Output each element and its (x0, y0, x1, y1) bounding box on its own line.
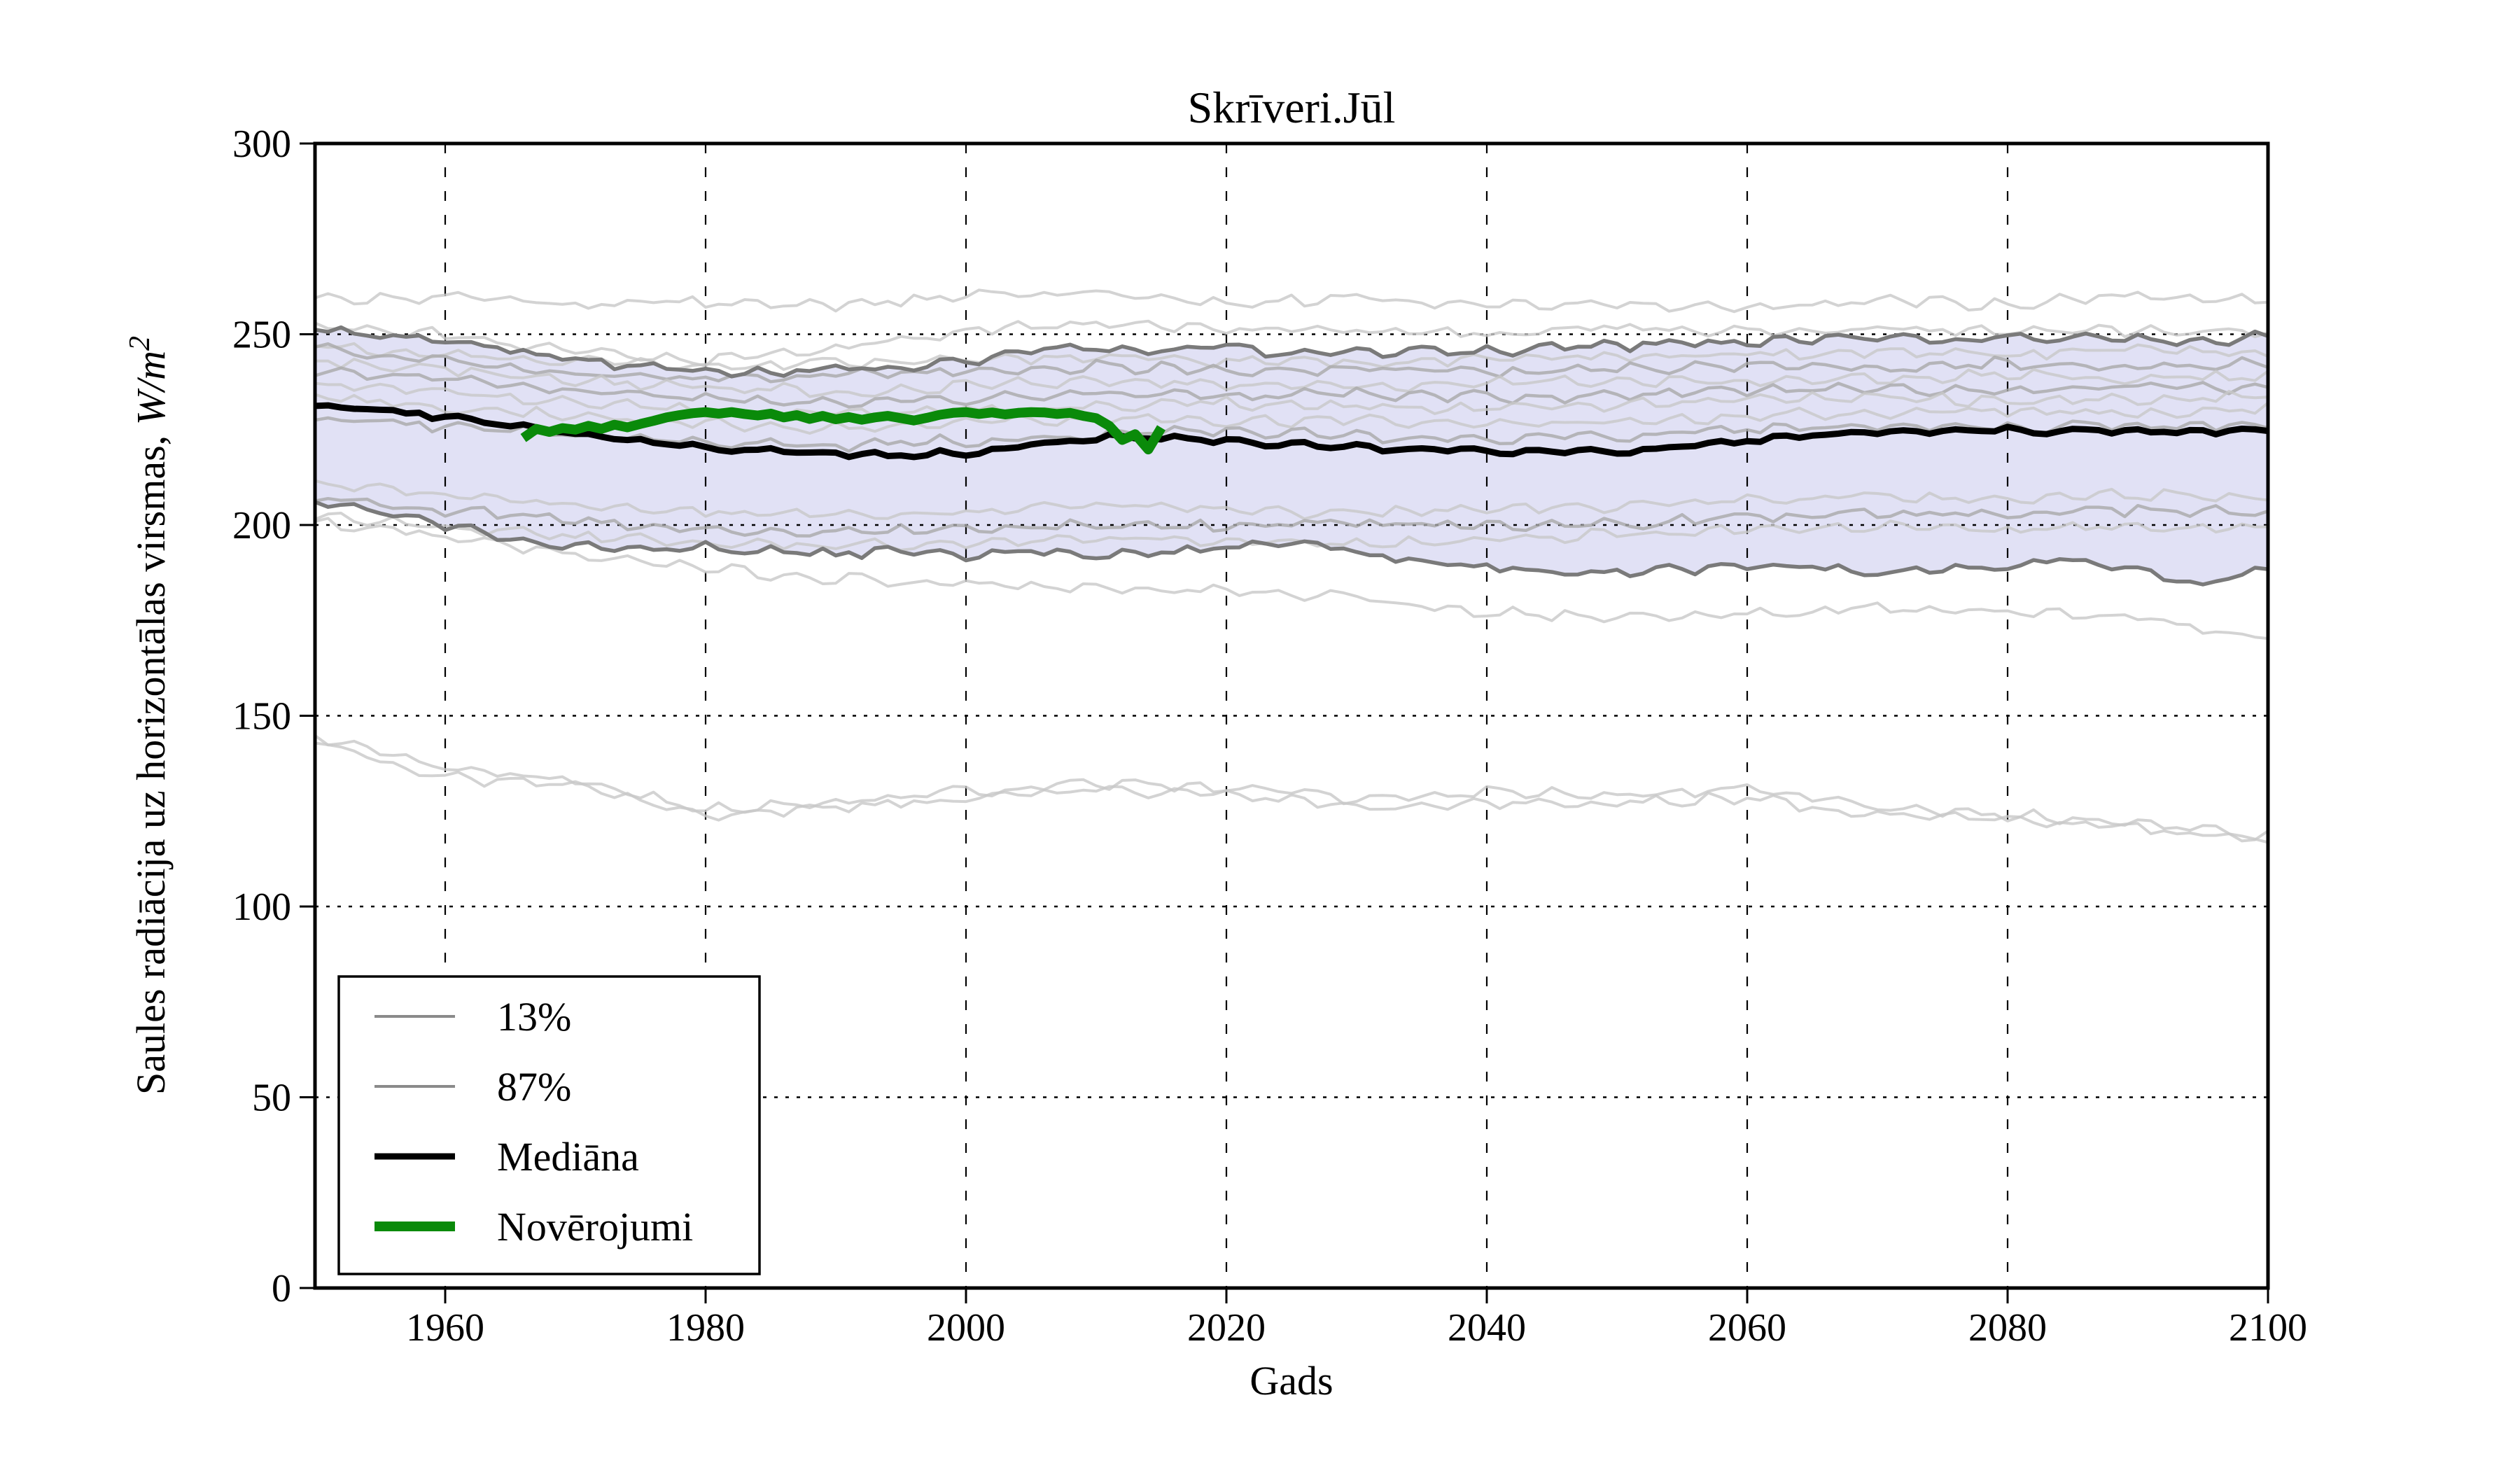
percentile-13-line (315, 500, 2268, 587)
observations-line (520, 407, 1166, 455)
x-tick-label: 2000 (927, 1306, 1005, 1350)
ensemble-line (315, 416, 2268, 453)
x-tick-label: 2040 (1448, 1306, 1526, 1350)
ensemble-line (315, 358, 2268, 398)
ensemble-line (315, 517, 2268, 640)
ensemble-line (315, 512, 2268, 552)
y-tick-label: 100 (232, 886, 291, 929)
ensemble-line (315, 319, 2268, 368)
ensemble-line (315, 734, 2268, 843)
ensemble-line (315, 342, 2268, 371)
ensemble-line (315, 288, 2268, 314)
chart-title: Skrīveri.Jūl (1188, 83, 1396, 132)
legend-label: 13% (497, 994, 571, 1040)
y-axis-label: Saules radiācija uz horizontālas virsmas… (124, 336, 174, 1095)
plot-area: 1960 1980 2000 2020 2040 2060 2080 2100 0 50 100 15… (232, 122, 2307, 1350)
ensemble-line (315, 382, 2268, 419)
y-tick-label: 0 (272, 1267, 291, 1310)
legend: 13% 87% Mediāna Novērojumi (337, 975, 761, 1275)
x-tick-label: 2060 (1708, 1306, 1786, 1350)
x-tick-label: 1960 (406, 1306, 484, 1350)
plot-clip-group (315, 144, 2268, 1288)
median-line (315, 402, 2268, 461)
y-tick-label: 50 (252, 1077, 291, 1120)
ensemble-line (315, 496, 2268, 538)
x-axis-label: Gads (1250, 1358, 1333, 1404)
x-tick-label: 2100 (2229, 1306, 2307, 1350)
x-tick-label: 2020 (1187, 1306, 1266, 1350)
ensemble-line (315, 479, 2268, 521)
x-tick-label: 2080 (1968, 1306, 2047, 1350)
y-tick-label: 200 (232, 504, 291, 547)
y-axis-label-math: W/m (128, 351, 174, 425)
y-tick-label: 250 (232, 314, 291, 357)
ensemble-line (315, 741, 2268, 844)
ensemble-line (315, 342, 2268, 384)
y-tick-label: 150 (232, 695, 291, 738)
percentile-87-line (315, 325, 2268, 379)
legend-label: 87% (497, 1064, 571, 1110)
y-tick-label: 300 (232, 122, 291, 166)
y-axis-label-text: Saules radiācija uz horizontālas virsmas… (128, 425, 174, 1095)
legend-label: Mediāna (497, 1134, 639, 1180)
legend-label: Novērojumi (497, 1204, 693, 1250)
x-tick-label: 1980 (666, 1306, 745, 1350)
y-axis-label-sup: 2 (124, 336, 156, 351)
